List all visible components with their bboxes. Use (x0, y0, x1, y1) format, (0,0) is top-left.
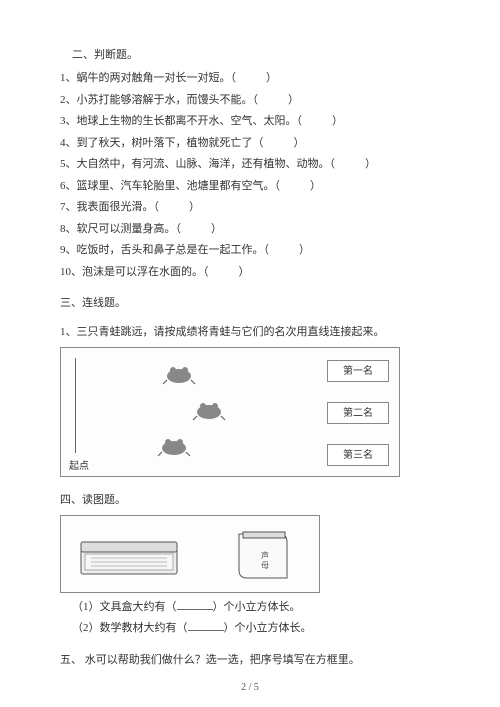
s2-item-5: 5、大自然中，有河流、山脉、海洋，还有植物、动物。（ ） (60, 156, 440, 173)
s2-item-2-text: 2、小苏打能够溶解于水，而馒头不能。（ (60, 94, 258, 106)
s2-item-10: 10、泡沫是可以浮在水面的。（ ） (60, 264, 440, 281)
rank-box-2: 第二名 (327, 402, 389, 424)
pencil-case-icon (79, 536, 179, 578)
start-label: 起点 (69, 457, 89, 472)
paren-close: ） (299, 244, 310, 256)
s2-item-6: 6、篮球里、汽车轮胎里、池塘里都有空气。（ ） (60, 178, 440, 195)
s3-q1: 1、三只青蛙跳远，请按成绩将青蛙与它们的名次用直线连接起来。 (60, 324, 440, 341)
s2-item-8: 8、软尺可以测量身高。（ ） (60, 221, 440, 238)
section-4-heading: 四、读图题。 (60, 491, 440, 507)
s2-item-1: 1、蜗牛的两对触角一对长一对短。（ ） (60, 70, 440, 87)
s2-item-7-text: 7、我表面很光滑。（ (60, 201, 159, 213)
page-number: 2 / 5 (0, 682, 500, 693)
paren-close: ） (310, 180, 321, 192)
s4-q2-pre: （2）数学教材大约有（ (72, 622, 188, 634)
paren-close: ） (365, 158, 376, 170)
s2-item-4: 4、到了秋天，树叶落下，植物就死亡了（ ） (60, 135, 440, 152)
rank-box-1: 第一名 (327, 360, 389, 382)
paren-close: ） (239, 266, 250, 278)
frog-match-figure: 起点 第一名 第二名 第三名 (60, 347, 400, 477)
book-label-text: 声 (261, 550, 269, 560)
s2-item-9-text: 9、吃饭时，舌头和鼻子总是在一起工作。（ (60, 244, 269, 256)
s4-q1: （1）文具盒大约有（ ）个小立方体长。 (72, 599, 440, 616)
s2-item-1-text: 1、蜗牛的两对触角一对长一对短。（ (60, 72, 236, 84)
readfig-figure: 声 母 (60, 515, 320, 593)
section-3-heading: 三、连线题。 (60, 294, 440, 310)
frog-icon-3 (156, 434, 192, 458)
s2-item-2: 2、小苏打能够溶解于水，而馒头不能。（ ） (60, 92, 440, 109)
book-icon: 声 母 (235, 530, 291, 582)
blank-underline (177, 600, 213, 610)
section-2-heading: 二、判断题。 (72, 46, 440, 62)
paren-close: ） (266, 72, 277, 84)
s2-item-6-text: 6、篮球里、汽车轮胎里、池塘里都有空气。（ (60, 180, 280, 192)
s2-item-10-text: 10、泡沫是可以浮在水面的。（ (60, 266, 209, 278)
paren-close: ） (332, 115, 343, 127)
s2-item-3-text: 3、地球上生物的生长都离不开水、空气、太阳。（ (60, 115, 302, 127)
svg-text:母: 母 (261, 561, 269, 570)
paren-close: ） (211, 223, 222, 235)
paren-close: ） (189, 201, 200, 213)
rank-box-3: 第三名 (327, 444, 389, 466)
s2-item-7: 7、我表面很光滑。（ ） (60, 199, 440, 216)
frog-icon-2 (191, 398, 227, 422)
blank-underline (188, 621, 224, 631)
s4-q2-post: ）个小立方体长。 (224, 622, 312, 634)
s2-item-9: 9、吃饭时，舌头和鼻子总是在一起工作。（ ） (60, 242, 440, 259)
s2-item-3: 3、地球上生物的生长都离不开水、空气、太阳。（ ） (60, 113, 440, 130)
section-5-heading: 五、 水可以帮助我们做什么？选一选，把序号填写在方框里。 (60, 651, 440, 667)
s2-item-5-text: 5、大自然中，有河流、山脉、海洋，还有植物、动物。（ (60, 158, 335, 170)
start-line (75, 358, 76, 453)
s4-q1-pre: （1）文具盒大约有（ (72, 601, 177, 613)
frog-icon-1 (161, 362, 197, 386)
paren-close: ） (294, 137, 305, 149)
s2-item-4-text: 4、到了秋天，树叶落下，植物就死亡了（ (60, 137, 264, 149)
paren-close: ） (288, 94, 299, 106)
s4-q1-post: ）个小立方体长。 (213, 601, 301, 613)
s4-q2: （2）数学教材大约有（ ）个小立方体长。 (72, 620, 440, 637)
s2-item-8-text: 8、软尺可以测量身高。（ (60, 223, 181, 235)
